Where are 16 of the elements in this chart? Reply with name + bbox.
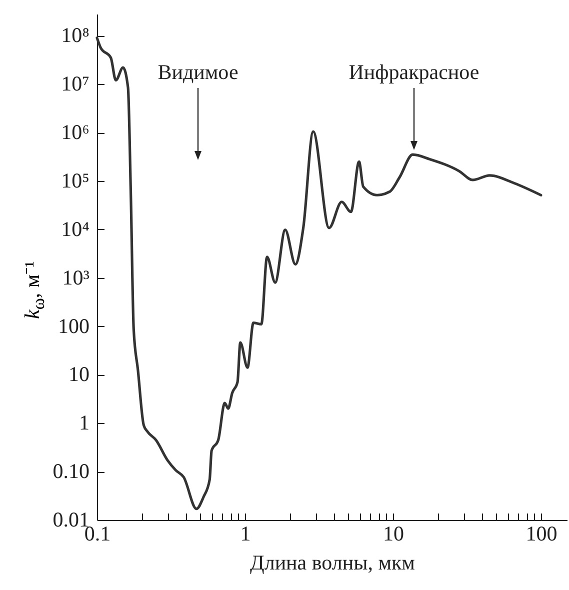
y-tick-label: 10	[68, 362, 90, 386]
y-tick-label: 10⁴	[61, 216, 90, 241]
y-tick-label: 10⁵	[61, 168, 90, 192]
x-tick-label: 1	[240, 522, 251, 546]
annotation: Инфракрасное	[348, 60, 480, 85]
y-tick-label: 100	[58, 314, 90, 338]
y-tick-label: 10⁶	[61, 120, 90, 144]
x-tick-label: 100	[526, 522, 558, 546]
annotation: Видимое	[158, 60, 238, 85]
y-tick-label: 10⁸	[61, 23, 90, 48]
x-tick-label: 10	[382, 522, 404, 546]
y-tick-label: 1	[79, 410, 90, 435]
y-tick-label: 0.10	[52, 459, 90, 484]
y-tick-label: 10³	[62, 265, 90, 290]
x-axis-title: Длина волны, мкм	[250, 550, 415, 574]
y-tick-label: 10⁷	[61, 72, 90, 96]
